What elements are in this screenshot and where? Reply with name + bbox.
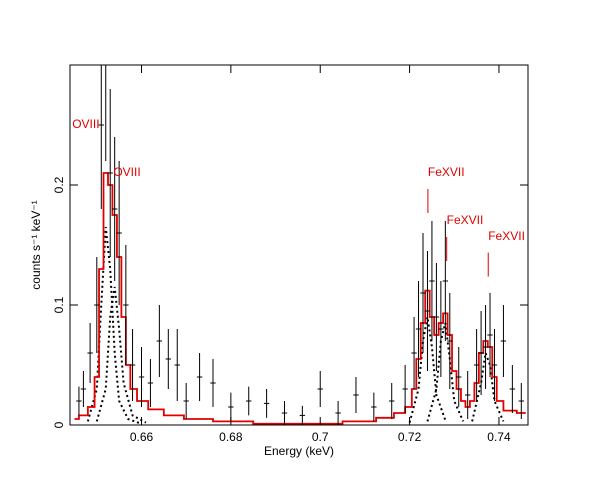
model-component (408, 316, 447, 423)
model-component (471, 352, 505, 422)
annotation: FeXVII (428, 165, 465, 179)
x-axis-label: Energy (keV) (264, 444, 334, 458)
y-tick-label: 0.2 (52, 176, 66, 193)
model-component (95, 286, 147, 424)
y-tick-label: 0.1 (52, 296, 66, 313)
annotation: OVIII (72, 117, 99, 131)
x-tick-label: 0.7 (312, 430, 329, 444)
model-line (74, 172, 526, 425)
y-tick-label: 0 (52, 421, 66, 428)
x-tick-label: 0.66 (130, 430, 154, 444)
x-tick-label: 0.74 (487, 430, 511, 444)
y-axis-label: counts s⁻¹ keV⁻¹ (29, 200, 43, 289)
x-tick-label: 0.72 (398, 430, 422, 444)
axes-frame (69, 64, 529, 426)
annotation: FeXVII (488, 229, 525, 243)
annotation: FeXVII (447, 213, 484, 227)
annotation: OVIII (113, 165, 140, 179)
plot-area (74, 65, 526, 425)
x-tick-label: 0.68 (219, 430, 243, 444)
